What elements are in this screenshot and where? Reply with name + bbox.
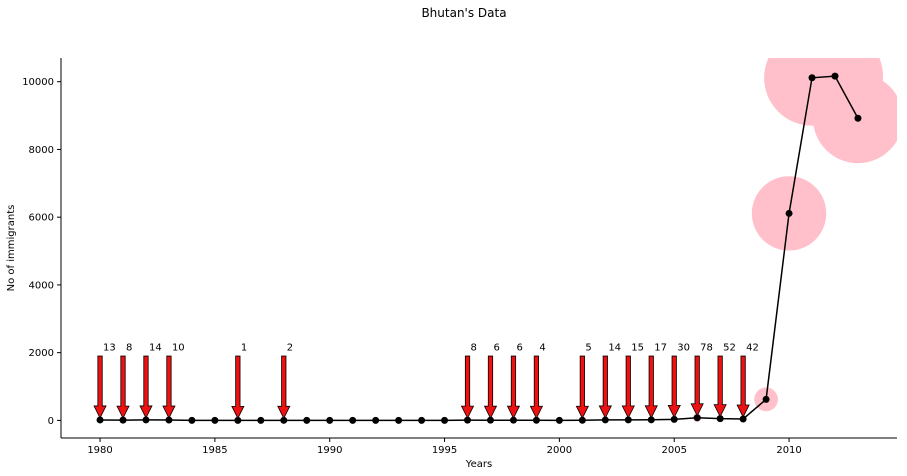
data-point xyxy=(119,416,127,424)
annotation-label: 30 xyxy=(677,343,690,354)
annotation-arrow xyxy=(116,355,130,420)
data-point xyxy=(349,416,357,424)
data-point xyxy=(785,209,793,217)
annotation-label: 13 xyxy=(103,343,116,354)
x-tick-label: 2000 xyxy=(547,445,572,456)
y-tick-label: 8000 xyxy=(29,145,54,156)
data-point xyxy=(716,415,724,423)
annotation-layer: 13 8 14 10 1 2 8 6 6 4 5 14 15 17 30 78 52 42 xyxy=(93,343,759,420)
annotation-arrow xyxy=(575,355,589,420)
data-point xyxy=(555,416,563,424)
x-tick-label: 1995 xyxy=(432,445,457,456)
data-point xyxy=(486,416,494,424)
data-point xyxy=(464,416,472,424)
data-point xyxy=(762,395,770,403)
data-point xyxy=(532,416,540,424)
annotation-arrow xyxy=(713,355,727,418)
data-point xyxy=(211,416,219,424)
data-point xyxy=(142,416,150,424)
annotation-label: 78 xyxy=(700,343,713,354)
data-point xyxy=(257,416,265,424)
data-point xyxy=(303,416,311,424)
annotation-arrow xyxy=(460,355,475,420)
annotation-label: 42 xyxy=(746,343,759,354)
annotation-arrow xyxy=(277,355,291,420)
line-layer xyxy=(96,72,862,424)
x-tick-label: 2010 xyxy=(776,445,801,456)
annotation-label: 8 xyxy=(126,343,132,354)
data-point xyxy=(647,416,655,424)
annotation-arrow xyxy=(93,355,107,419)
bubble-layer xyxy=(98,58,897,423)
annotation-label: 8 xyxy=(471,343,477,354)
data-point xyxy=(831,72,839,80)
annotation-label: 14 xyxy=(149,343,162,354)
annotation-arrow xyxy=(690,355,704,417)
data-point xyxy=(96,416,104,424)
annotation-label: 15 xyxy=(631,343,644,354)
annotation-arrow xyxy=(667,355,681,419)
data-point xyxy=(441,416,449,424)
series-line xyxy=(100,75,859,422)
x-axis-label: Years xyxy=(465,459,492,470)
data-point xyxy=(601,416,609,424)
annotation-label: 14 xyxy=(608,343,621,354)
data-point xyxy=(395,416,403,424)
annotation-label: 6 xyxy=(516,343,522,354)
annotation-arrow xyxy=(483,355,498,420)
y-axis-label: No of immigrants xyxy=(6,205,17,292)
annotation-arrow xyxy=(621,355,635,419)
annotation-label: 6 xyxy=(493,343,499,354)
y-tick-label: 0 xyxy=(48,416,54,427)
annotation-label: 1 xyxy=(241,343,247,354)
y-tick-label: 10000 xyxy=(22,77,54,88)
annotation-arrow xyxy=(231,355,245,420)
annotation-label: 10 xyxy=(172,343,185,354)
annotation-arrow xyxy=(598,355,612,419)
data-point xyxy=(739,415,747,423)
y-tick-label: 6000 xyxy=(29,213,54,224)
annotation-arrow xyxy=(139,355,153,419)
data-point xyxy=(578,416,586,424)
data-point xyxy=(808,74,816,82)
data-point xyxy=(693,414,701,422)
annotation-arrow xyxy=(529,355,544,420)
annotation-label: 17 xyxy=(654,343,667,354)
data-point xyxy=(372,416,380,424)
annotation-arrow xyxy=(736,355,750,418)
data-point xyxy=(509,416,517,424)
data-point xyxy=(624,416,632,424)
annotation-arrow xyxy=(162,355,176,419)
x-tick-label: 1980 xyxy=(87,445,112,456)
chart-title: Bhutan's Data xyxy=(421,6,506,20)
data-point xyxy=(670,415,678,423)
y-tick-label: 2000 xyxy=(29,348,54,359)
annotation-arrow xyxy=(644,355,658,419)
y-tick-label: 4000 xyxy=(29,280,54,291)
annotation-label: 5 xyxy=(585,343,591,354)
x-tick-label: 1990 xyxy=(317,445,342,456)
data-point xyxy=(188,416,196,424)
annotation-arrow xyxy=(506,355,521,420)
data-point xyxy=(854,114,862,122)
axes: 1980 1985 1990 1995 2000 2005 2010 0 2000 4000 600… xyxy=(22,58,897,456)
annotation-label: 52 xyxy=(723,343,736,354)
data-point xyxy=(326,416,334,424)
data-point xyxy=(418,416,426,424)
x-tick-label: 2005 xyxy=(661,445,686,456)
annotation-label: 2 xyxy=(287,343,293,354)
x-tick-label: 1985 xyxy=(202,445,227,456)
data-point xyxy=(234,416,242,424)
data-point xyxy=(280,416,288,424)
data-point xyxy=(165,416,173,424)
annotation-label: 4 xyxy=(539,343,545,354)
